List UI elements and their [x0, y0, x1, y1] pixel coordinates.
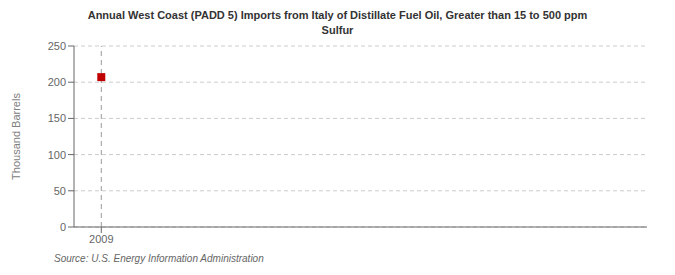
svg-text:0: 0	[60, 221, 66, 233]
svg-text:2009: 2009	[89, 233, 113, 245]
svg-text:Thousand Barrels: Thousand Barrels	[10, 93, 22, 180]
svg-text:250: 250	[48, 40, 66, 52]
svg-text:200: 200	[48, 76, 66, 88]
svg-text:100: 100	[48, 149, 66, 161]
html-text:Source: U.S. Energy Informatio: Source: U.S. Energy Information Administ…	[54, 253, 264, 264]
html-text:Sulfur: Sulfur	[321, 24, 354, 36]
svg-text:50: 50	[54, 185, 66, 197]
html-text:Annual West Coast (PADD 5) Imp: Annual West Coast (PADD 5) Imports from …	[87, 9, 588, 21]
svg-text:150: 150	[48, 112, 66, 124]
